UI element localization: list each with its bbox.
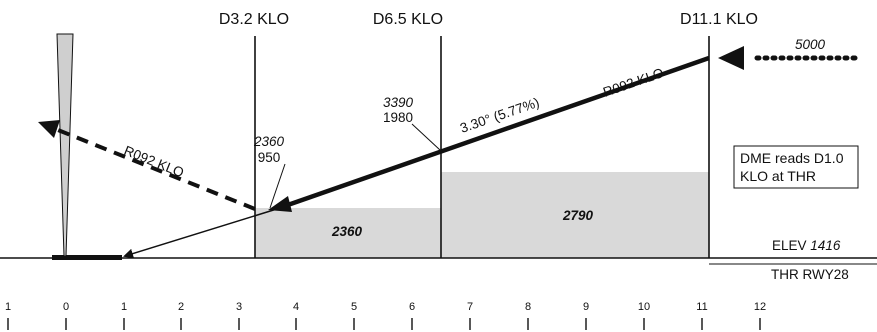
missed-approach-climb-wedge xyxy=(56,33,74,257)
radial-inbound-label: R092 KLO xyxy=(601,65,665,100)
entry-arrow-head xyxy=(718,46,744,70)
runway xyxy=(52,255,122,260)
scale-label: 1 xyxy=(5,301,11,313)
scale-label: 10 xyxy=(638,301,650,313)
missed-approach-path xyxy=(57,128,256,211)
approach-path-line xyxy=(281,55,710,210)
glidepath-final-line xyxy=(123,207,281,259)
scale-label: 5 xyxy=(351,301,357,313)
dme-note-box xyxy=(733,145,859,189)
d65-leader-line xyxy=(411,123,441,151)
scale-label: 3 xyxy=(236,301,242,313)
entry-altitude: 5000 xyxy=(795,37,826,52)
scale-label: 1 xyxy=(121,301,127,313)
scale-label: 9 xyxy=(583,301,589,313)
fix-label-d111: D11.1 KLO xyxy=(680,11,758,28)
min-altitude-block-outer xyxy=(441,172,709,258)
elevation-label-text: ELEV xyxy=(772,238,807,253)
d32-leader-line xyxy=(269,163,286,209)
min-altitude-block-inner xyxy=(255,208,441,258)
scale-label: 11 xyxy=(696,301,707,313)
scale-label: 8 xyxy=(525,301,531,313)
scale-label: 2 xyxy=(178,301,184,313)
d65-altitude: 3390 xyxy=(383,95,414,110)
min-altitude-inner-value: 2360 xyxy=(331,224,363,239)
scale-label: 7 xyxy=(467,301,473,313)
fix-label-d32: D3.2 KLO xyxy=(219,11,289,28)
approach-arrow-head xyxy=(268,196,292,212)
scale-label: 0 xyxy=(63,301,69,313)
dme-note-line2: KLO at THR xyxy=(740,168,816,184)
d32-altitude: 2360 xyxy=(253,134,285,149)
scale-label: 6 xyxy=(409,301,415,313)
min-altitude-outer-value: 2790 xyxy=(562,208,594,223)
elevation-label: ELEV 1416 xyxy=(772,238,841,253)
scale-label: 12 xyxy=(754,301,766,313)
missed-approach-arrow-head xyxy=(38,120,60,138)
dme-note-line1: DME reads D1.0 xyxy=(740,150,844,166)
elevation-value: 1416 xyxy=(810,238,841,253)
distance-scale: 1 0 1 2 3 4 5 6 7 8 9 10 11 12 xyxy=(5,301,766,330)
scale-label: 4 xyxy=(293,301,299,313)
d32-height: 950 xyxy=(258,150,281,165)
radial-missed-label: R092 KLO xyxy=(122,143,186,181)
d65-height: 1980 xyxy=(383,110,413,125)
threshold-label: THR RWY28 xyxy=(771,267,849,282)
fix-label-d65: D6.5 KLO xyxy=(373,11,443,28)
